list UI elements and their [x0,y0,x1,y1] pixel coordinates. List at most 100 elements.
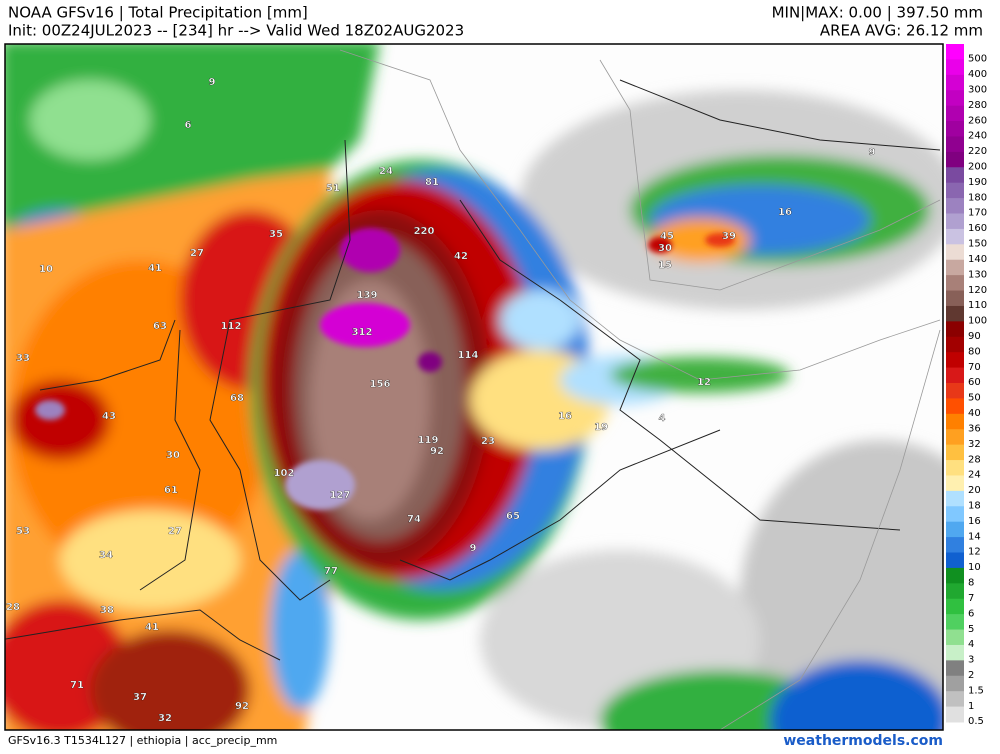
map-value-label: 35 [269,229,283,240]
colorbar-label: 150 [968,239,987,250]
map-value-label: 63 [153,321,167,332]
map-value-label: 77 [324,566,338,577]
colorbar-label: 180 [968,192,987,203]
colorbar-label: 160 [968,223,987,234]
map-value-label: 43 [102,411,116,422]
colorbar-label: 500 [968,54,987,65]
borders [5,79,941,661]
colorbar-swatch [946,213,964,230]
colorbar-swatch [946,336,964,353]
colorbar-swatch [946,74,964,91]
map-value-label: 27 [168,526,182,537]
colorbar-label: 6 [968,608,974,619]
colorbar-label: 300 [968,84,987,95]
map-value-label: 156 [370,379,391,390]
map-value-label: 9 [869,147,876,158]
map-value-label: 39 [722,231,736,242]
colorbar-label: 170 [968,208,987,219]
colorbar-label: 50 [968,393,981,404]
colorbar: 5004003002802602402202001901801701601501… [946,44,987,727]
map-value-label: 10 [39,264,53,275]
map [5,44,943,730]
colorbar-swatch [946,198,964,214]
colorbar-label: 2 [968,670,974,681]
colorbar-label: 400 [968,69,987,80]
colorbar-label: 1 [968,701,974,712]
colorbar-label: 10 [968,562,981,573]
colorbar-label: 60 [968,377,981,388]
map-value-label: 127 [330,490,351,501]
map-value-label: 9 [470,543,477,554]
colorbar-label: 8 [968,578,974,589]
map-value-label: 37 [133,692,147,703]
colorbar-swatch [946,167,964,184]
colorbar-label: 5 [968,624,974,635]
colorbar-swatch [946,629,964,646]
colorbar-swatch [946,598,964,615]
colorbar-label: 130 [968,269,987,280]
colorbar-swatch [946,552,964,569]
map-value-label: 9 [209,77,216,88]
map-value-label: 220 [414,226,435,237]
colorbar-swatch [946,398,964,415]
colorbar-swatch [946,583,964,600]
colorbar-label: 18 [968,501,981,512]
colorbar-label: 1.5 [968,685,984,696]
colorbar-label: 100 [968,316,987,327]
map-value-label: 6 [185,120,192,131]
colorbar-swatch [946,90,964,107]
title: NOAA GFSv16 | Total Precipitation [mm] [8,4,308,22]
map-value-label: 61 [164,485,178,496]
colorbar-swatch [946,321,964,338]
map-value-label: 19 [594,422,608,433]
colorbar-swatch [946,706,964,723]
min-max: MIN|MAX: 0.00 | 397.50 mm [772,4,983,22]
map-value-label: 24 [379,166,393,177]
map-value-label: 92 [430,446,444,457]
colorbar-label: 140 [968,254,987,265]
map-value-label: 139 [357,290,378,301]
colorbar-swatch [946,567,964,584]
colorbar-swatch [946,490,964,507]
map-frame [4,43,944,731]
map-value-label: 51 [326,183,340,194]
map-value-label: 33 [16,353,30,364]
footer-site[interactable]: weathermodels.com [783,733,943,749]
colorbar-swatch [946,352,964,369]
map-value-label: 32 [158,713,172,724]
colorbar-label: 16 [968,516,981,527]
colorbar-swatch [946,475,964,492]
map-value-label: 81 [425,177,439,188]
colorbar-swatch [946,305,964,322]
colorbar-swatch [946,644,964,661]
colorbar-swatch [946,521,964,538]
colorbar-label: 120 [968,285,987,296]
colorbar-swatch [946,660,964,677]
map-value-label: 114 [458,350,479,361]
colorbar-swatch [946,121,964,137]
map-value-label: 34 [99,550,113,561]
colorbar-swatch [946,691,964,708]
colorbar-swatch [946,429,964,446]
map-value-label: 41 [145,622,159,633]
map-value-label: 119 [418,435,439,446]
colorbar-label: 80 [968,346,981,357]
area-average: AREA AVG: 26.12 mm [820,22,983,40]
colorbar-label: 24 [968,470,981,481]
map-value-label: 41 [148,263,162,274]
colorbar-swatch [946,444,964,461]
colorbar-swatch [946,151,964,168]
colorbar-label: 28 [968,454,981,465]
colorbar-label: 32 [968,439,981,450]
colorbar-label: 12 [968,547,981,558]
map-value-label: 30 [166,450,180,461]
colorbar-swatch [946,136,964,153]
colorbar-label: 280 [968,100,987,111]
colorbar-label: 240 [968,131,987,142]
map-value-label: 53 [16,526,30,537]
colorbar-swatch [946,59,964,76]
colorbar-swatch [946,275,964,292]
colorbar-label: 110 [968,300,987,311]
colorbar-swatch [946,228,964,245]
colorbar-swatch [946,460,964,476]
